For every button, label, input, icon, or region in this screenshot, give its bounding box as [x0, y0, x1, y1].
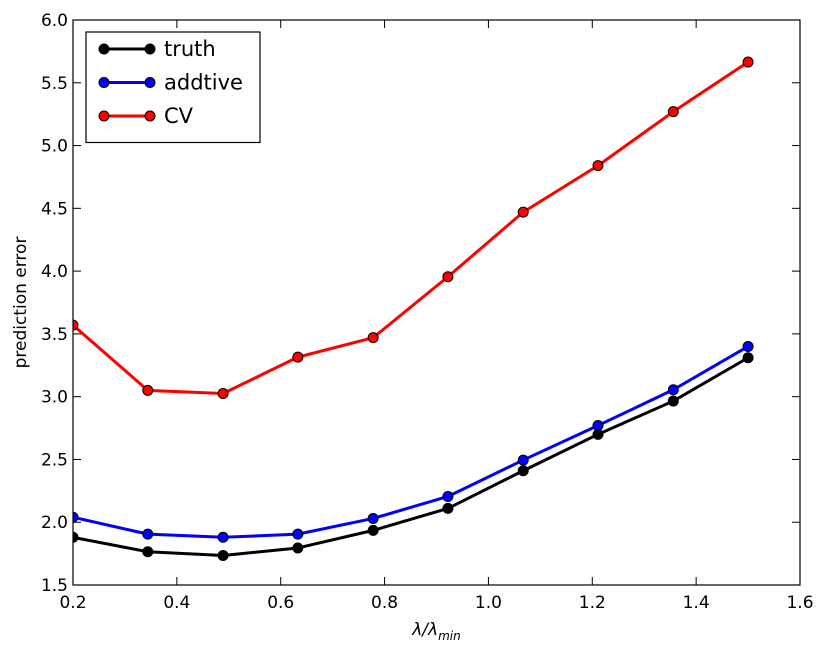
- x-tick-label: 1.2: [579, 593, 606, 613]
- y-axis-label: prediction error: [11, 237, 31, 369]
- data-point-CV: [592, 160, 604, 172]
- data-point-addtive: [442, 490, 454, 502]
- x-tick-label: 0.6: [267, 593, 294, 613]
- data-point-truth: [217, 549, 229, 561]
- data-point-addtive: [742, 340, 754, 352]
- legend-entry-truth: truth: [98, 37, 216, 61]
- x-tick-label: 1.0: [475, 593, 502, 613]
- series-line-truth: [73, 356, 749, 557]
- data-point-truth: [742, 352, 754, 364]
- x-axis-label-subscript: min: [438, 629, 461, 643]
- data-point-truth: [142, 546, 154, 558]
- y-tick-label: 2.5: [41, 450, 68, 470]
- data-point-truth: [667, 395, 679, 407]
- legend-label: CV: [164, 104, 194, 128]
- legend-marker: [144, 77, 156, 88]
- legend-marker: [98, 43, 110, 55]
- series-CV: [73, 56, 754, 400]
- data-point-CV: [73, 319, 79, 331]
- x-tick-label: 1.4: [683, 593, 710, 613]
- legend-marker: [144, 43, 156, 55]
- data-point-CV: [442, 271, 454, 283]
- data-point-addtive: [667, 384, 679, 396]
- y-tick-label: 3.5: [41, 325, 68, 345]
- legend-marker: [98, 77, 110, 88]
- x-tick-label: 0.2: [59, 593, 86, 613]
- data-point-CV: [142, 384, 154, 396]
- legend-entry-CV: CV: [98, 104, 194, 128]
- y-tick-label: 3.0: [41, 388, 68, 408]
- y-tick-label: 5.0: [41, 137, 68, 157]
- y-tick-label: 2.0: [41, 513, 68, 533]
- data-point-CV: [217, 388, 229, 400]
- data-point-addtive: [142, 528, 154, 540]
- data-point-truth: [73, 531, 79, 543]
- data-point-addtive: [517, 454, 529, 466]
- y-tick-label: 1.5: [41, 576, 68, 596]
- axis-ticks: [72, 19, 801, 586]
- data-point-CV: [667, 106, 679, 118]
- data-point-CV: [742, 56, 754, 68]
- series-truth: [73, 352, 754, 561]
- legend-marker: [98, 110, 110, 122]
- data-point-CV: [367, 332, 379, 344]
- series-addtive: [73, 340, 754, 543]
- legend-marker: [144, 110, 156, 122]
- data-point-CV: [517, 206, 529, 218]
- data-point-CV: [292, 351, 304, 363]
- legend: truth addtive CV: [85, 31, 261, 144]
- x-tick-label: 0.4: [163, 593, 190, 613]
- data-point-truth: [292, 542, 304, 554]
- data-point-truth: [442, 502, 454, 514]
- data-point-truth: [367, 524, 379, 536]
- legend-entry-addtive: addtive: [98, 71, 243, 95]
- y-tick-label: 4.5: [41, 199, 68, 219]
- data-point-addtive: [73, 511, 79, 523]
- series-line-addtive: [73, 345, 749, 539]
- legend-label: addtive: [164, 71, 243, 95]
- y-tick-label: 6.0: [41, 11, 68, 31]
- x-axis-label: λ/λmin: [411, 620, 461, 643]
- x-tick-label: 0.8: [371, 593, 398, 613]
- axis-tick-labels: 0.2 0.4 0.6 0.8 1.0 1.2 1.4 1.6 1.5 2.0 2.5 3.0 3.5 4…: [41, 11, 814, 613]
- data-point-addtive: [217, 531, 229, 543]
- legend-label: truth: [164, 37, 216, 61]
- data-point-addtive: [292, 528, 304, 540]
- y-tick-label: 4.0: [41, 262, 68, 282]
- data-point-addtive: [592, 420, 604, 432]
- plot-area: [73, 56, 754, 561]
- x-axis-label-main: λ/λ: [411, 620, 438, 640]
- plot-frame: [72, 19, 801, 586]
- series-line-CV: [73, 60, 749, 396]
- data-point-addtive: [367, 512, 379, 524]
- y-tick-label: 5.5: [41, 74, 68, 94]
- data-point-truth: [517, 465, 529, 477]
- x-tick-label: 1.6: [786, 593, 813, 613]
